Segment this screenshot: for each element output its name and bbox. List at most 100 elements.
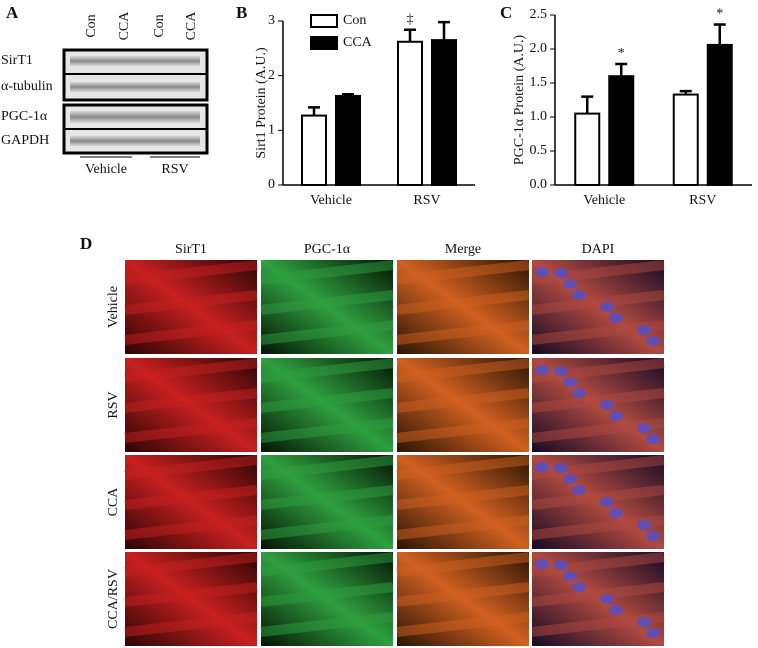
nucleus [563, 474, 577, 484]
panel-label: A [6, 3, 19, 22]
nucleus [572, 485, 586, 495]
y-tick-label: 2.5 [530, 7, 548, 22]
fiber [531, 290, 665, 315]
fiber [260, 418, 394, 443]
column-header: DAPI [582, 242, 615, 257]
x-tick-label: RSV [689, 193, 716, 208]
fiber [396, 552, 530, 577]
nucleus [554, 560, 568, 570]
nucleus [637, 423, 651, 433]
fiber [396, 260, 530, 285]
fiber [260, 260, 394, 285]
bar [608, 75, 635, 186]
nucleus [554, 463, 568, 473]
nucleus [572, 388, 586, 398]
blot-row-label: SirT1 [1, 53, 33, 68]
blot-column-label: CCA [184, 11, 199, 41]
fiber [531, 260, 665, 285]
error-bar [404, 28, 416, 42]
fiber [396, 515, 530, 540]
fiber [260, 320, 394, 345]
legend-swatch [310, 36, 338, 50]
legend-label: Con [343, 13, 366, 28]
blot-row-label: α-tubulin [1, 79, 53, 94]
fiber [260, 388, 394, 413]
fiber [396, 455, 530, 480]
error-bar [713, 23, 726, 45]
fiber [124, 320, 258, 345]
error-bar [615, 62, 628, 77]
x-tick-label: Vehicle [583, 193, 625, 208]
legend-swatch [310, 14, 338, 28]
bar [431, 39, 457, 187]
x-tick-label: RSV [413, 193, 440, 208]
y-tick-label: 0.5 [530, 143, 548, 158]
fiber [260, 290, 394, 315]
fiber [124, 388, 258, 413]
bar [301, 114, 327, 186]
error-bar [438, 20, 450, 41]
bar [397, 40, 423, 187]
nucleus [609, 508, 623, 518]
nucleus [572, 290, 586, 300]
fiber [396, 582, 530, 607]
bar [335, 94, 361, 186]
blot-column-label: Con [152, 14, 167, 37]
fiber [124, 485, 258, 510]
nucleus [646, 531, 660, 541]
fiber [396, 485, 530, 510]
fiber [531, 552, 665, 577]
fiber [124, 552, 258, 577]
nucleus [600, 302, 614, 312]
y-tick-label: 1.0 [530, 109, 548, 124]
nucleus [535, 267, 549, 277]
y-tick-label: 0 [268, 177, 275, 192]
fiber [396, 418, 530, 443]
blot-group-label: RSV [161, 162, 188, 177]
nucleus [646, 434, 660, 444]
nucleus [600, 400, 614, 410]
fiber [260, 455, 394, 480]
fiber [531, 582, 665, 607]
error-bar [308, 106, 320, 116]
fiber [124, 260, 258, 285]
column-header: PGC-1α [304, 242, 351, 257]
y-tick-label: 1.5 [530, 75, 548, 90]
nucleus [637, 617, 651, 627]
y-tick-label: 2 [268, 68, 275, 83]
fiber [396, 320, 530, 345]
nucleus [646, 628, 660, 638]
legend-label: CCA [343, 35, 373, 50]
fiber [124, 455, 258, 480]
nucleus [563, 571, 577, 581]
fiber [124, 290, 258, 315]
nucleus [609, 411, 623, 421]
row-label: RSV [106, 391, 121, 418]
fiber [531, 455, 665, 480]
error-bar [342, 93, 354, 96]
nucleus [572, 582, 586, 592]
nucleus [646, 336, 660, 346]
nucleus [563, 279, 577, 289]
y-tick-label: 1 [268, 123, 275, 138]
error-bar [679, 89, 692, 95]
bar [706, 43, 733, 186]
fiber [124, 358, 258, 383]
fiber [124, 515, 258, 540]
fiber [260, 358, 394, 383]
nucleus [535, 462, 549, 472]
blot-group-label: Vehicle [85, 162, 127, 177]
row-label: Vehicle [106, 286, 121, 328]
fiber [260, 582, 394, 607]
fiber [396, 388, 530, 413]
x-tick-label: Vehicle [310, 193, 352, 208]
nucleus [535, 559, 549, 569]
annotation: * [716, 7, 723, 22]
fiber [124, 418, 258, 443]
blot-column-label: Con [84, 14, 99, 37]
fiber [124, 612, 258, 637]
fiber [531, 388, 665, 413]
panel-label: D [80, 234, 92, 253]
row-label: CCA/RSV [106, 569, 121, 629]
